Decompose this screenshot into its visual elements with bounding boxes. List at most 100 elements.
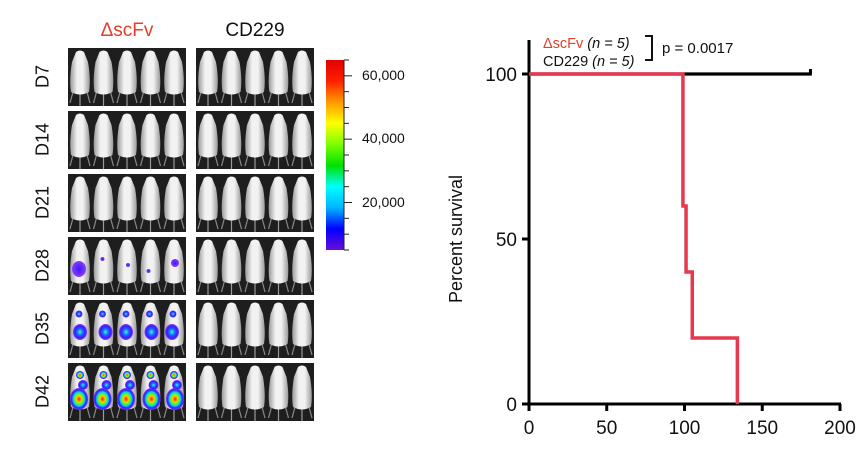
x-tick-label: 200 xyxy=(824,418,856,439)
mouse xyxy=(163,302,185,358)
mouse xyxy=(116,302,138,358)
signal-spot xyxy=(142,388,161,410)
signal-spot xyxy=(146,371,155,379)
mouse xyxy=(163,113,185,169)
mouse xyxy=(197,302,219,358)
signal-spot xyxy=(144,324,159,340)
mouse xyxy=(69,50,91,106)
colorbar-tick-label: 60,000 xyxy=(362,66,405,83)
mouse xyxy=(69,176,91,232)
p-value-annotation: p = 0.0017 xyxy=(662,40,733,57)
signal-spot xyxy=(117,388,135,410)
mouse xyxy=(139,302,162,358)
mouse xyxy=(220,239,243,295)
mouse xyxy=(139,239,162,295)
mouse xyxy=(163,365,185,421)
legend-label-cd229: CD229 xyxy=(543,54,588,70)
mouse xyxy=(92,176,115,232)
signal-spot xyxy=(70,388,88,410)
mouse xyxy=(116,113,138,169)
colorbar-gradient xyxy=(326,60,344,250)
mouse xyxy=(163,239,185,295)
imaging-panel-dscfv-d21 xyxy=(68,174,186,232)
signal-spot xyxy=(146,269,151,273)
mouse xyxy=(291,50,313,106)
mouse xyxy=(69,113,91,169)
y-tick-label: 100 xyxy=(485,65,517,86)
imaging-panel-cd229-d28 xyxy=(196,237,314,295)
mouse xyxy=(92,365,115,421)
legend-label-dscfv: ΔscFv xyxy=(543,36,584,52)
signal-spot xyxy=(72,261,86,277)
mouse xyxy=(69,365,91,421)
imaging-panel-cd229-d42 xyxy=(196,363,314,421)
mouse xyxy=(220,302,243,358)
mouse xyxy=(291,239,313,295)
mouse xyxy=(267,176,290,232)
mouse xyxy=(116,239,138,295)
signal-spot xyxy=(119,324,133,340)
mouse xyxy=(139,176,162,232)
imaging-panel-cd229-d35 xyxy=(196,300,314,358)
legend-n-label: (n = 5) xyxy=(592,54,634,70)
mouse xyxy=(244,239,266,295)
mouse xyxy=(220,176,243,232)
mouse xyxy=(267,302,290,358)
imaging-panel-dscfv-d14 xyxy=(68,111,186,169)
signal-spot xyxy=(122,310,130,318)
mouse xyxy=(116,176,138,232)
signal-spot xyxy=(98,324,113,340)
signal-spot xyxy=(78,380,88,390)
y-tick-label: 50 xyxy=(496,230,517,251)
mouse xyxy=(92,113,115,169)
mouse xyxy=(69,239,91,295)
legend: ΔscFv (n = 5)CD229 (n = 5)p = 0.0017 xyxy=(543,35,733,70)
imaging-panel-dscfv-d28 xyxy=(68,237,186,295)
mouse xyxy=(92,50,115,106)
y-tick-label: 0 xyxy=(506,395,517,416)
mouse xyxy=(92,239,115,295)
x-tick-label: 0 xyxy=(524,418,535,439)
mouse xyxy=(291,113,313,169)
colorbar xyxy=(326,59,352,251)
imaging-panel-dscfv-d7 xyxy=(68,48,186,106)
signal-spot xyxy=(172,380,182,390)
mouse xyxy=(244,302,266,358)
signal-spot xyxy=(99,371,108,379)
signal-spot xyxy=(76,371,84,379)
signal-spot xyxy=(123,371,131,379)
mouse xyxy=(139,113,162,169)
series-line-dscfv xyxy=(529,72,740,404)
mouse xyxy=(267,50,290,106)
mouse xyxy=(244,50,266,106)
mouse xyxy=(220,50,243,106)
mouse xyxy=(163,50,185,106)
mouse xyxy=(291,302,313,358)
mouse xyxy=(244,176,266,232)
mouse xyxy=(197,50,219,106)
signal-spot xyxy=(99,310,106,318)
mouse xyxy=(139,365,162,421)
signal-spot xyxy=(166,388,184,410)
mouse xyxy=(291,176,313,232)
imaging-panel-dscfv-d35 xyxy=(68,300,186,358)
signal-spot xyxy=(169,310,177,318)
imaging-panel-cd229-d7 xyxy=(196,48,314,106)
bioluminescence-imaging-grid xyxy=(68,48,314,421)
signal-spot xyxy=(100,257,105,261)
colorbar-tick-label: 20,000 xyxy=(362,193,405,210)
signal-spot xyxy=(126,263,130,267)
mouse xyxy=(197,176,219,232)
column-title-dscfv: ΔscFv xyxy=(100,20,154,41)
legend-n-label: (n = 5) xyxy=(587,36,629,52)
x-tick-label: 100 xyxy=(669,418,701,439)
signal-spot xyxy=(125,380,135,390)
signal-spot xyxy=(170,371,178,379)
x-tick-label: 150 xyxy=(746,418,778,439)
signal-spot xyxy=(146,310,153,318)
mouse xyxy=(197,239,219,295)
signal-spot xyxy=(171,259,179,267)
column-title-cd229: CD229 xyxy=(225,20,285,41)
imaging-panel-dscfv-d42 xyxy=(68,363,186,421)
